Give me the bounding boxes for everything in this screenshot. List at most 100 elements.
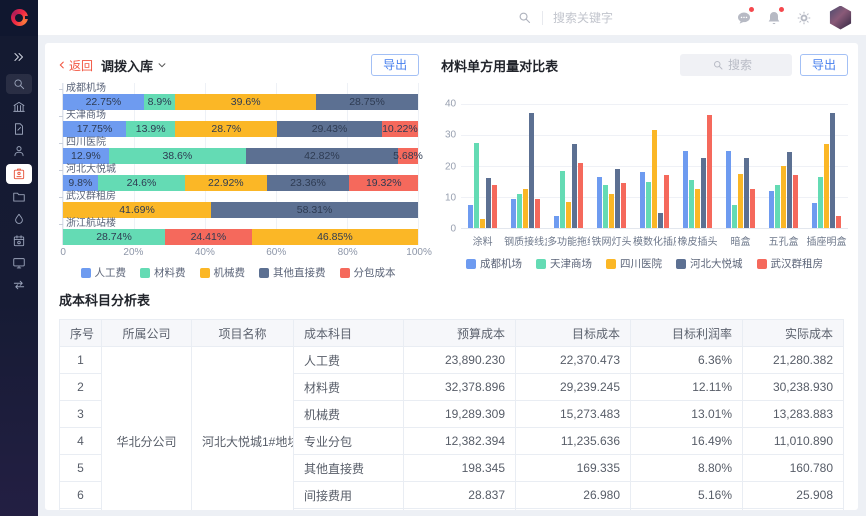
bar[interactable] [554, 215, 560, 228]
bar[interactable] [786, 152, 792, 228]
bar-segment[interactable]: 19.32% [349, 175, 419, 191]
sidebar-item-folder[interactable] [6, 188, 32, 206]
left-panel-title[interactable]: 调拨入库 [101, 56, 167, 75]
bar-segment[interactable]: 39.6% [175, 94, 316, 110]
bar-segment[interactable]: 28.75% [315, 94, 419, 110]
panel-search-input[interactable] [728, 58, 760, 72]
bar[interactable] [749, 189, 755, 228]
legend-item[interactable]: 其他直接费 [259, 265, 326, 280]
bar-segment[interactable]: 28.7% [175, 121, 278, 137]
bar[interactable] [578, 162, 584, 228]
table-row[interactable]: 6 间接费用 28.837 26.980 5.16% 25.908 [59, 481, 844, 509]
bar[interactable] [731, 204, 737, 228]
bar[interactable] [486, 178, 492, 228]
bar-segment[interactable]: 38.6% [108, 148, 246, 164]
bar-segment[interactable]: 28.74% [63, 229, 166, 245]
bar[interactable] [646, 181, 652, 228]
bar[interactable] [652, 130, 658, 228]
bar-segment[interactable]: 42.82% [245, 148, 398, 164]
bar-segment[interactable]: 9.8% [63, 175, 98, 191]
back-button[interactable]: 返回 [57, 57, 93, 74]
legend-item[interactable]: 人工费 [80, 265, 126, 280]
bar-segment[interactable]: 23.36% [266, 175, 350, 191]
bar[interactable] [780, 166, 786, 228]
bar-segment[interactable]: 22.75% [63, 94, 144, 110]
bar[interactable] [511, 198, 517, 228]
bar[interactable] [664, 175, 670, 228]
gear-button[interactable] [789, 7, 819, 29]
bar-segment[interactable]: 12.9% [63, 148, 109, 164]
legend-item[interactable]: 材料费 [140, 265, 186, 280]
bar-segment[interactable]: 29.43% [277, 121, 382, 137]
bar-segment[interactable]: 41.69% [63, 202, 212, 218]
bar-segment[interactable]: 8.9% [143, 94, 176, 110]
bar[interactable] [829, 113, 835, 228]
bar-segment[interactable]: 22.92% [185, 175, 267, 191]
sidebar-item-swap[interactable] [6, 276, 32, 294]
bar-segment[interactable]: 13.9% [126, 121, 176, 137]
bar[interactable] [468, 204, 474, 228]
table-row[interactable]: 7 安全文明施工费93.78478.89222.81%91.890 [59, 508, 844, 510]
bar[interactable] [823, 144, 829, 228]
export-button-left[interactable]: 导出 [371, 54, 420, 76]
bar[interactable] [535, 198, 541, 228]
export-button-right[interactable]: 导出 [800, 54, 848, 76]
bar[interactable] [523, 189, 529, 228]
table-row[interactable]: 1华北分公司河北大悦城1#地块项目人工费23,890.23022,370.473… [59, 346, 844, 510]
bar-segment[interactable]: 17.75% [63, 121, 127, 137]
bar[interactable] [474, 142, 480, 228]
sidebar-item-file-edit[interactable] [6, 120, 32, 138]
user-avatar[interactable] [829, 5, 852, 30]
table-row[interactable]: 4 专业分包 12,382.394 11,235.636 16.49% 11,010.89… [59, 427, 844, 455]
bar[interactable] [811, 203, 817, 228]
bar[interactable] [480, 218, 486, 228]
bar-segment[interactable]: 24.41% [165, 229, 252, 245]
table-row[interactable]: 3 机械费 19,289.309 15,273.483 13.01% 13,283.883 [59, 400, 844, 428]
bar[interactable] [603, 184, 609, 228]
bar-segment[interactable]: 24.6% [97, 175, 186, 191]
sidebar-item-user[interactable] [6, 142, 32, 160]
bar-segment[interactable]: 46.85% [251, 229, 419, 245]
bar[interactable] [689, 179, 694, 228]
bar[interactable] [615, 169, 621, 228]
bar[interactable] [572, 144, 578, 228]
legend-item[interactable]: 武汉群租房 [756, 256, 823, 271]
legend-item[interactable]: 四川医院 [606, 256, 662, 271]
chat-button[interactable] [729, 6, 759, 29]
bar-segment[interactable]: 10.22% [381, 121, 419, 137]
bar[interactable] [835, 215, 841, 228]
bar[interactable] [774, 184, 780, 228]
sidebar-item-id-card[interactable] [6, 164, 32, 184]
legend-item[interactable]: 机械费 [199, 265, 245, 280]
legend-item[interactable]: 天津商场 [536, 256, 592, 271]
bar[interactable] [609, 193, 615, 228]
bar[interactable] [725, 150, 731, 228]
bar[interactable] [658, 212, 664, 228]
bar[interactable] [707, 114, 712, 228]
bell-button[interactable] [759, 6, 789, 29]
sidebar-item-monitor[interactable] [6, 254, 32, 272]
bar[interactable] [768, 190, 774, 228]
global-search-input[interactable] [553, 10, 639, 25]
sidebar-item-search[interactable] [6, 74, 32, 94]
search-icon[interactable] [517, 10, 532, 25]
bar[interactable] [640, 172, 646, 228]
bar-segment[interactable]: 58.31% [211, 202, 419, 218]
table-row[interactable]: 2 材料费 32,378.896 29,239.245 12.11% 30,238.930 [59, 373, 844, 401]
bar[interactable] [792, 175, 798, 228]
bar[interactable] [597, 176, 603, 228]
bar[interactable] [621, 183, 627, 228]
bar[interactable] [517, 193, 523, 228]
app-logo[interactable] [0, 0, 38, 36]
bar[interactable] [529, 113, 535, 228]
legend-item[interactable]: 分包成本 [339, 265, 396, 280]
bar[interactable] [683, 150, 688, 228]
sidebar-item-chevrons-right[interactable] [6, 48, 32, 66]
bar[interactable] [737, 173, 743, 228]
bar-segment[interactable]: 5.68% [393, 148, 423, 164]
sidebar-item-calendar-gear[interactable] [6, 232, 32, 250]
bar[interactable] [701, 158, 706, 228]
bar[interactable] [743, 158, 749, 228]
bar[interactable] [817, 176, 823, 228]
legend-item[interactable]: 河北大悦城 [676, 256, 743, 271]
